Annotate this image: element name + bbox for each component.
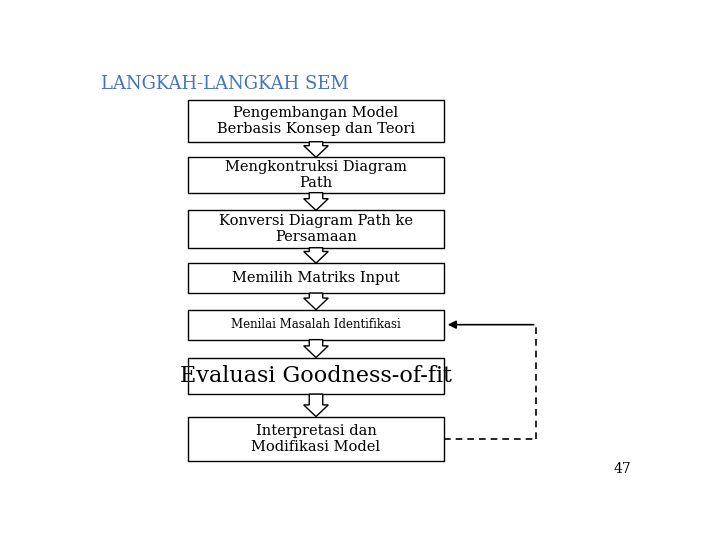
Polygon shape bbox=[304, 293, 328, 310]
Text: Konversi Diagram Path ke
Persamaan: Konversi Diagram Path ke Persamaan bbox=[219, 214, 413, 244]
Text: LANGKAH-LANGKAH SEM: LANGKAH-LANGKAH SEM bbox=[101, 75, 349, 93]
Text: Interpretasi dan
Modifikasi Model: Interpretasi dan Modifikasi Model bbox=[251, 424, 380, 454]
FancyBboxPatch shape bbox=[188, 416, 444, 462]
FancyBboxPatch shape bbox=[188, 100, 444, 141]
Polygon shape bbox=[304, 248, 328, 263]
FancyBboxPatch shape bbox=[188, 357, 444, 394]
Polygon shape bbox=[304, 193, 328, 210]
Polygon shape bbox=[304, 394, 328, 416]
Text: 47: 47 bbox=[613, 462, 631, 476]
Text: Pengembangan Model
Berbasis Konsep dan Teori: Pengembangan Model Berbasis Konsep dan T… bbox=[217, 106, 415, 136]
Text: Memilih Matriks Input: Memilih Matriks Input bbox=[232, 271, 400, 285]
Text: Evaluasi Goodness-of-fit: Evaluasi Goodness-of-fit bbox=[180, 365, 452, 387]
Text: Mengkontruksi Diagram
Path: Mengkontruksi Diagram Path bbox=[225, 160, 407, 190]
FancyBboxPatch shape bbox=[188, 263, 444, 293]
Text: Menilai Masalah Identifikasi: Menilai Masalah Identifikasi bbox=[231, 318, 401, 331]
Polygon shape bbox=[304, 340, 328, 357]
Polygon shape bbox=[304, 141, 328, 157]
FancyBboxPatch shape bbox=[188, 157, 444, 193]
FancyBboxPatch shape bbox=[188, 211, 444, 248]
FancyBboxPatch shape bbox=[188, 310, 444, 340]
